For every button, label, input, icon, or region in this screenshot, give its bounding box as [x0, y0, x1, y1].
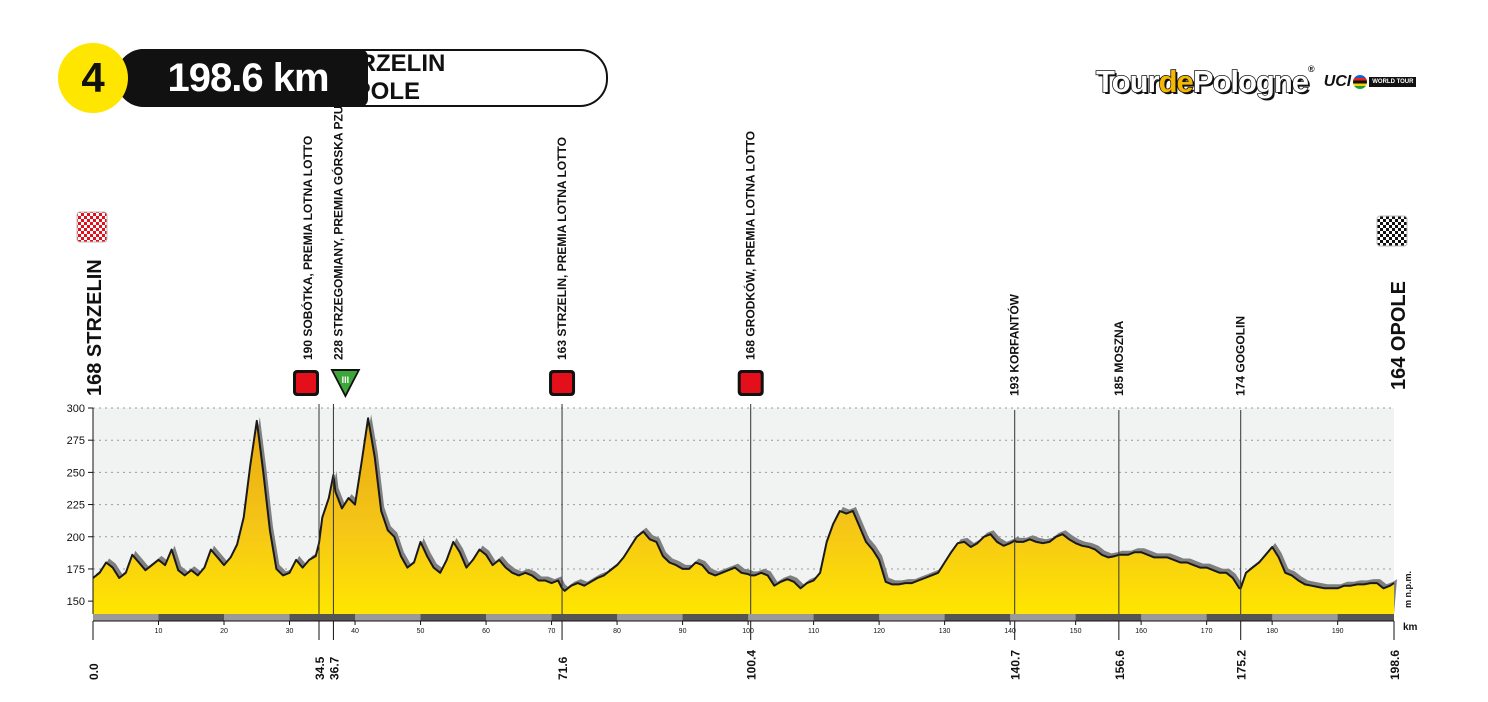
sprint-icon-fill	[552, 373, 573, 393]
key-distance-label: 156.6	[1113, 650, 1127, 680]
y-tick-label: 275	[67, 435, 85, 447]
x-tick-label: 160	[1135, 628, 1147, 635]
x-tick-label: 50	[417, 628, 425, 635]
base-bar-segment	[1010, 614, 1076, 621]
x-tick-label: 100	[742, 628, 754, 635]
logo-wordmark: TourdePologne®	[1095, 63, 1315, 100]
x-tick-label: 90	[679, 628, 687, 635]
x-tick-label: 190	[1332, 628, 1344, 635]
mountain-category: III	[342, 375, 350, 385]
x-tick-label: 110	[808, 628, 819, 635]
x-tick-label: 60	[482, 628, 490, 635]
x-tick-label: 70	[548, 628, 556, 635]
stage-route: STRZELIN -OPOLE	[328, 50, 446, 105]
base-bar-segment	[486, 614, 552, 621]
key-distance-label: 100.4	[745, 650, 759, 680]
point-markers: 190 SOBÓTKA, PREMIA LOTNA LOTTO 228 STRZE…	[293, 63, 1248, 614]
uci-world-tour-logo: UCI WORLD TOUR	[1324, 73, 1417, 91]
key-distance-label: 0.0	[87, 663, 101, 680]
logo-tour-text: Tour	[1095, 63, 1160, 100]
point-label: 185 MOSZNA	[1112, 320, 1126, 396]
x-tick-label: 130	[939, 628, 951, 635]
sprint-icon-fill	[740, 373, 761, 393]
base-bar-segment	[93, 614, 159, 621]
point-label: 174 GOGOLIN	[1234, 316, 1248, 396]
y-tick-label: 150	[67, 596, 85, 608]
point-label: 190 SOBÓTKA, PREMIA LOTNA LOTTO	[300, 136, 315, 360]
key-distance-label: 71.6	[556, 656, 570, 680]
stage-distance: 198.6 km	[167, 55, 329, 100]
profile-line	[92, 417, 1395, 592]
logo-registered: ®	[1308, 64, 1315, 74]
point-label: 193 KORFANTÓW	[1007, 293, 1022, 396]
stage-number: 4	[81, 54, 105, 101]
x-tick-label: 20	[220, 628, 228, 635]
finish-flag-icon	[1376, 215, 1408, 247]
logo-pologne-text: Pologne	[1192, 63, 1310, 100]
key-distance-label: 36.7	[327, 656, 341, 680]
x-axis: 10 20 30 40 50 60 70 80 90 100 110 120 130 140 150 160 1…	[93, 620, 1394, 635]
point-label: 228 STRZEGOMIANY, PREMIA GÓRSKA PZU III …	[330, 63, 345, 360]
base-bar-segment	[748, 614, 814, 621]
key-distance-label: 34.5	[313, 656, 327, 680]
x-tick-label: 180	[1266, 628, 1278, 635]
base-bar-segment	[224, 614, 290, 621]
y-tick-label: 300	[67, 403, 85, 415]
uci-stripes-icon	[1353, 75, 1368, 89]
uci-text: UCI	[1323, 73, 1352, 90]
x-tick-label: 150	[1070, 628, 1082, 635]
base-bar-segment	[617, 614, 683, 621]
distance-box: 198.6 km	[116, 49, 368, 107]
base-bar-segment	[1272, 614, 1338, 621]
finish-label: 164 OPOLE	[1388, 281, 1410, 390]
base-bar-segments	[93, 614, 1338, 621]
start-flag-icon	[76, 211, 108, 243]
start-label: 168 STRZELIN	[84, 259, 106, 396]
y-tick-label: 175	[67, 564, 85, 576]
key-distance-label: 140.7	[1009, 650, 1023, 680]
base-bar	[93, 614, 1394, 621]
y-axis: 150 175 200 225 250 275 300	[67, 403, 94, 614]
x-tick-label: 170	[1201, 628, 1213, 635]
world-tour-text: WORLD TOUR	[1369, 77, 1417, 87]
stage-number-badge: 4	[58, 43, 128, 113]
y-tick-label: 200	[67, 532, 85, 544]
base-bar-segment	[355, 614, 421, 621]
x-tick-label: 120	[873, 628, 885, 635]
key-distance-label: 175.2	[1235, 650, 1249, 680]
tour-de-pologne-logo: TourdePologne® UCI WORLD TOUR	[1095, 63, 1417, 100]
base-bar-segment	[879, 614, 945, 621]
x-tick-label: 10	[155, 628, 163, 635]
key-distance-label: 198.6	[1388, 650, 1402, 680]
point-label: 168 GRODKÓW, PREMIA LOTNA LOTTO	[743, 131, 758, 360]
profile-area	[93, 418, 1394, 614]
sprint-icon-fill	[296, 373, 317, 393]
x-axis-unit: km	[1403, 622, 1418, 633]
x-axis-key-distances: 0.0 34.5 36.7 71.6 100.4 140.7 156.6 175.2 198.6	[87, 621, 1402, 680]
x-tick-label: 80	[613, 628, 621, 635]
route-label-wrap: STRZELIN -OPOLE	[328, 49, 445, 107]
point-label: 163 STRZELIN, PREMIA LOTNA LOTTO	[555, 137, 569, 360]
mountain-icon-fill	[333, 371, 358, 394]
y-axis-unit: m n.p.m.	[1403, 571, 1413, 608]
y-tick-label: 225	[67, 500, 85, 512]
x-tick-label: 40	[351, 628, 359, 635]
x-tick-label: 30	[286, 628, 294, 635]
x-tick-label: 140	[1004, 628, 1016, 635]
y-tick-label: 250	[67, 467, 85, 479]
base-bar-segment	[1141, 614, 1207, 621]
logo-de-text: de	[1158, 63, 1195, 100]
